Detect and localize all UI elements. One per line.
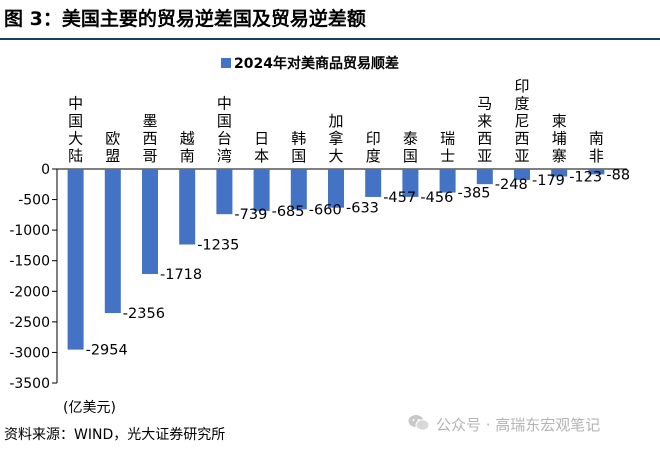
data-label: -179 bbox=[532, 173, 565, 189]
y-tick-label: -2500 bbox=[9, 315, 50, 331]
data-label: -685 bbox=[272, 204, 305, 220]
category-label: 欧盟 bbox=[105, 130, 120, 166]
y-ticks: 0 -500 -1000 -1500 -2000 -2500 -3000 -3500 bbox=[9, 162, 57, 392]
category-label: 中国大陆 bbox=[68, 95, 83, 166]
category-label: 墨西哥 bbox=[142, 112, 157, 165]
data-label: -385 bbox=[458, 186, 491, 202]
y-tick-label: -1000 bbox=[9, 223, 50, 239]
bar bbox=[179, 169, 196, 245]
bar bbox=[104, 169, 121, 314]
bars bbox=[67, 169, 605, 350]
data-label: -1235 bbox=[197, 238, 239, 254]
legend-label: 2024年对美商品贸易顺差 bbox=[234, 55, 399, 72]
figure-title: 图 3：美国主要的贸易逆差国及贸易逆差额 bbox=[4, 8, 366, 30]
y-tick-label: 0 bbox=[41, 162, 50, 178]
bar bbox=[476, 169, 493, 185]
bar bbox=[142, 169, 158, 275]
category-label: 韩国 bbox=[291, 130, 306, 166]
category-label: 越南 bbox=[180, 130, 195, 166]
y-tick-label: -1500 bbox=[9, 254, 50, 270]
data-label: -248 bbox=[495, 177, 528, 193]
category-label: 印度 bbox=[366, 130, 381, 166]
data-label: -2356 bbox=[123, 306, 165, 322]
bar-chart: 2024年对美商品贸易顺差 0 -500 -1000 -1500 -2000 -2500 -… bbox=[9, 55, 630, 416]
bar bbox=[216, 169, 233, 215]
category-label: 泰国 bbox=[403, 130, 418, 166]
category-label: 马来西亚 bbox=[477, 95, 492, 166]
bar bbox=[402, 169, 419, 197]
y-tick-label: -3000 bbox=[9, 345, 50, 361]
category-label: 加拿大 bbox=[328, 112, 343, 165]
data-labels: -2954 -2356 -1718 -1235 -739 -685 -660 -633-457… bbox=[86, 167, 630, 358]
wechat-icon bbox=[408, 415, 430, 431]
category-label: 日本 bbox=[254, 130, 269, 166]
bar bbox=[588, 169, 605, 175]
data-label: -123 bbox=[569, 170, 602, 186]
category-label: 瑞士 bbox=[440, 130, 455, 166]
category-label: 中国台湾 bbox=[217, 95, 232, 166]
category-label: 柬埔寨 bbox=[552, 112, 567, 165]
y-tick-label: -500 bbox=[18, 193, 50, 209]
bar bbox=[328, 169, 344, 208]
bar bbox=[67, 169, 84, 350]
bar bbox=[439, 169, 456, 193]
watermark: 公众号 · 高瑞东宏观笔记 bbox=[436, 416, 601, 434]
y-tick-label: -2000 bbox=[9, 284, 50, 300]
data-label: -1718 bbox=[160, 267, 202, 283]
y-tick-label: -3500 bbox=[9, 376, 50, 392]
source-note: 资料来源：WIND，光大证券研究所 bbox=[4, 427, 226, 443]
data-label: -739 bbox=[234, 207, 267, 223]
bar bbox=[365, 169, 382, 197]
category-label: 南非 bbox=[589, 130, 604, 166]
bar bbox=[290, 169, 307, 210]
legend: 2024年对美商品贸易顺差 bbox=[221, 55, 399, 72]
y-axis-unit: (亿美元) bbox=[63, 400, 116, 416]
data-label: -88 bbox=[606, 167, 630, 183]
data-label: -660 bbox=[309, 202, 342, 218]
data-label: -633 bbox=[346, 201, 379, 217]
data-label: -457 bbox=[383, 190, 416, 206]
data-label: -2954 bbox=[86, 343, 128, 359]
bar bbox=[551, 169, 568, 177]
bar bbox=[253, 169, 270, 211]
data-label: -456 bbox=[420, 190, 453, 206]
legend-swatch bbox=[221, 58, 231, 68]
bar bbox=[514, 169, 530, 180]
title-rule bbox=[0, 38, 660, 40]
category-label: 印度尼西亚 bbox=[514, 77, 529, 165]
